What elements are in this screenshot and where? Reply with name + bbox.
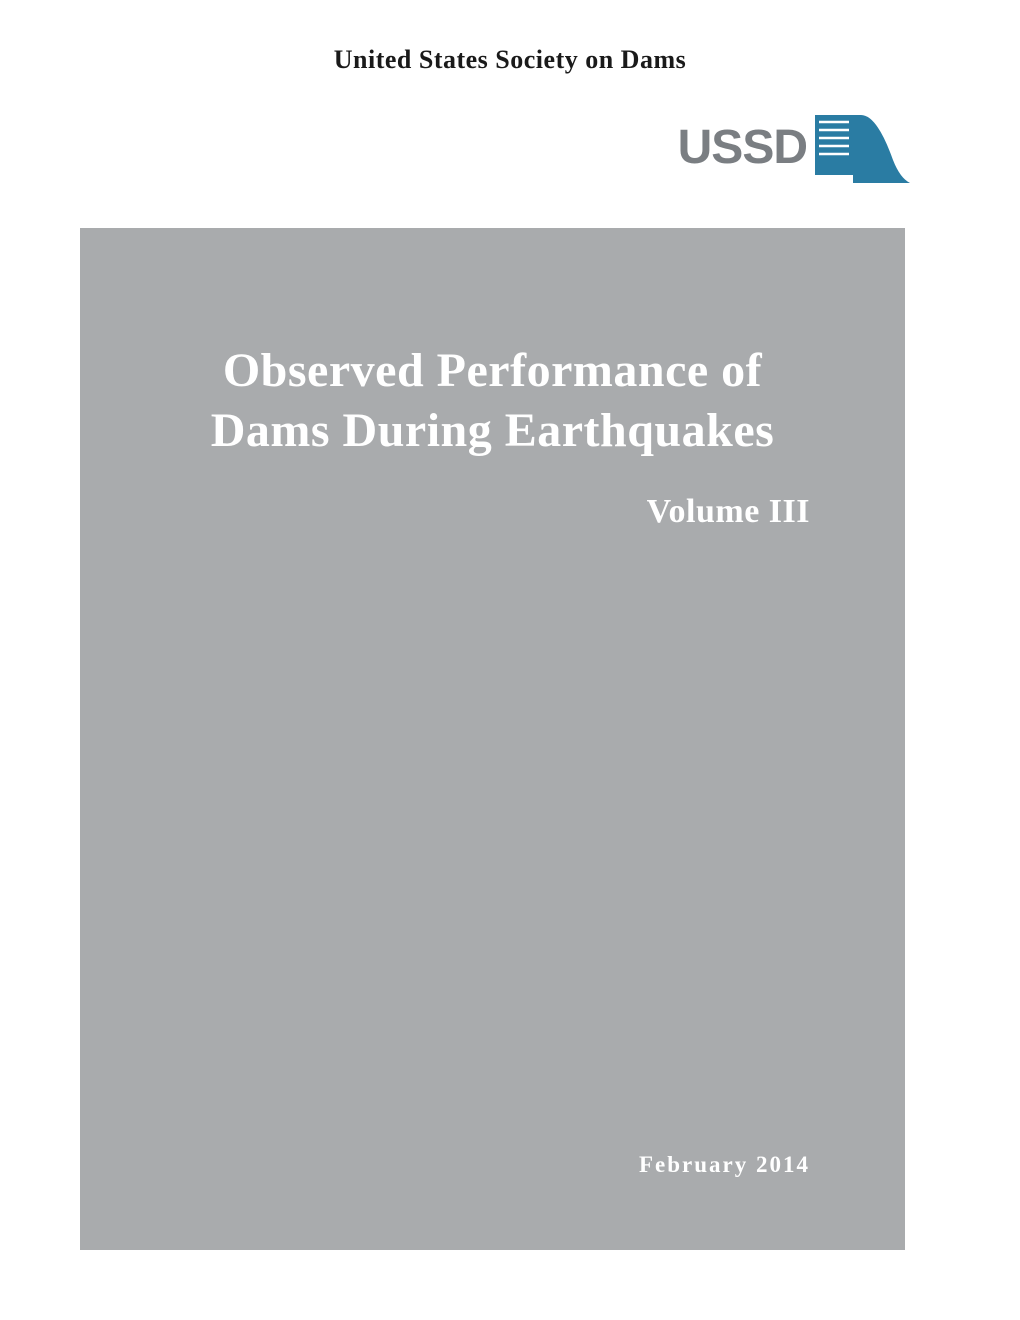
logo-container: USSD (678, 110, 910, 185)
title-panel: Observed Performance of Dams During Eart… (80, 228, 905, 1250)
document-title: Observed Performance of Dams During Eart… (80, 341, 905, 461)
logo-text: USSD (678, 120, 807, 175)
title-line-1: Observed Performance of (223, 344, 762, 397)
volume-label: Volume III (647, 493, 810, 531)
title-line-2: Dams During Earthquakes (211, 404, 775, 457)
publication-date: February 2014 (639, 1152, 810, 1178)
dam-icon (815, 110, 910, 185)
organization-name: United States Society on Dams (0, 45, 1020, 75)
